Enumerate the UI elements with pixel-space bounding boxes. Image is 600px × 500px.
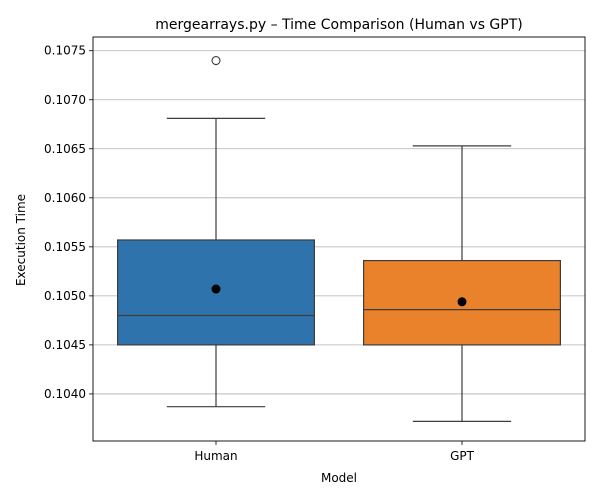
x-tick-label: Human (194, 449, 237, 463)
y-tick-label: 0.1040 (44, 387, 86, 401)
y-axis-label: Execution Time (14, 194, 28, 286)
mean-marker (457, 297, 467, 307)
plot-frame (92, 36, 586, 442)
y-tick-label: 0.1060 (44, 191, 86, 205)
mean-marker (211, 284, 221, 294)
y-tick-label: 0.1045 (44, 338, 86, 352)
y-tick-label: 0.1075 (44, 44, 86, 58)
axes-frame (92, 36, 586, 442)
outlier-point (211, 55, 221, 66)
x-axis-label: Model (321, 471, 357, 485)
x-axis-ticks: Human GPT (194, 441, 475, 463)
box-layer (116, 55, 562, 422)
y-tick-label: 0.1050 (44, 289, 86, 303)
y-axis-ticks: 0.1040 0.1045 0.1050 0.1055 0.1060 0.1065 0.10… (44, 44, 93, 401)
y-tick-label: 0.1065 (44, 142, 86, 156)
y-tick-label: 0.1070 (44, 93, 86, 107)
y-tick-label: 0.1055 (44, 240, 86, 254)
chart-title: mergearrays.py – Time Comparison (Human … (155, 17, 523, 33)
x-tick-label: GPT (450, 449, 475, 463)
